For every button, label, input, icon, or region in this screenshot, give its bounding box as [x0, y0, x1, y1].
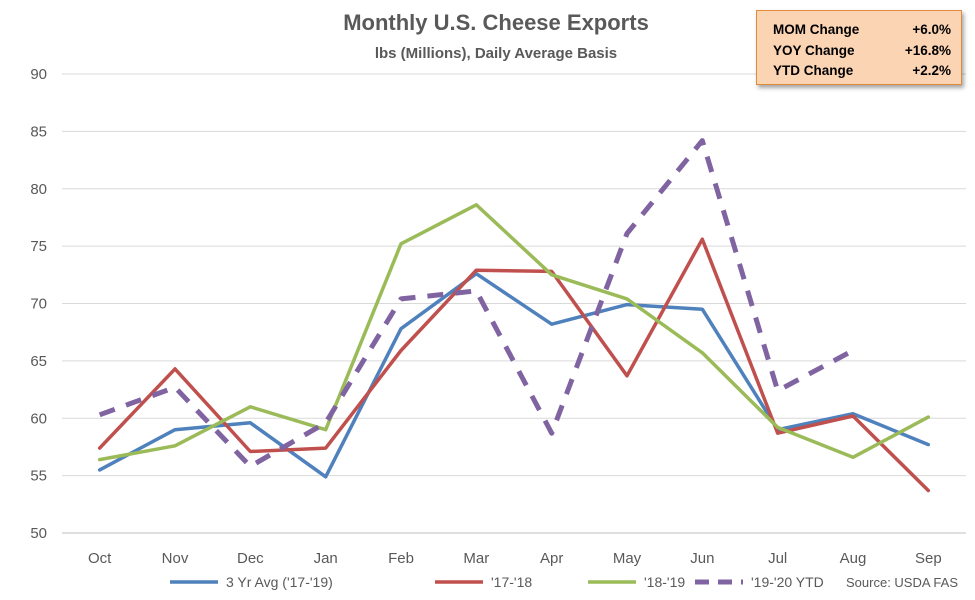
stats-row-mom: MOM Change +6.0%	[773, 20, 951, 41]
y-axis: 50 55 60 65 70 75 80 85 90	[30, 66, 47, 542]
stats-label: YOY Change	[773, 42, 855, 58]
x-tick-label: Mar	[463, 550, 489, 567]
y-tick-label: 50	[30, 525, 47, 542]
stats-label: YTD Change	[773, 63, 854, 78]
y-tick-label: 70	[30, 296, 47, 313]
chart-subtitle: lbs (Millions), Daily Average Basis	[375, 45, 617, 62]
x-tick-label: Oct	[88, 550, 112, 567]
y-tick-label: 60	[30, 410, 47, 427]
x-tick-label: Jun	[690, 550, 714, 567]
y-tick-label: 75	[30, 238, 47, 255]
y-tick-label: 65	[30, 353, 47, 370]
legend-label: '19-'20 YTD	[751, 574, 824, 590]
series-line-2	[97, 203, 931, 462]
stats-label: MOM Change	[773, 22, 860, 37]
y-tick-label: 80	[30, 181, 47, 198]
stats-value: +2.2%	[912, 63, 951, 78]
stats-box: MOM Change +6.0% YOY Change +16.8% YTD C…	[756, 10, 962, 85]
x-tick-label: Dec	[237, 550, 264, 567]
series-line-3	[98, 138, 855, 469]
series-lines	[97, 138, 931, 493]
x-tick-label: Sep	[915, 550, 942, 567]
stats-value: +16.8%	[904, 42, 951, 58]
legend-label: '17-'18	[491, 574, 532, 590]
y-tick-label: 55	[30, 468, 47, 485]
stats-row-yoy: YOY Change +16.8%	[773, 41, 951, 62]
x-tick-label: May	[613, 550, 642, 567]
stats-value: +6.0%	[912, 22, 951, 37]
x-tick-label: Aug	[840, 550, 867, 567]
legend-label: 3 Yr Avg ('17-'19)	[226, 574, 333, 590]
legend: 3 Yr Avg ('17-'19) '17-'18 '18-'19 '19-'20 …	[170, 574, 824, 590]
x-axis: Oct Nov Dec Jan Feb Mar Apr May Jun Jul Aug Sep	[88, 550, 942, 567]
source-note: Source: USDA FAS	[846, 575, 958, 590]
y-tick-label: 90	[30, 66, 47, 83]
x-tick-label: Jul	[768, 550, 787, 567]
legend-label: '18-'19	[644, 574, 685, 590]
chart-title: Monthly U.S. Cheese Exports	[343, 10, 649, 35]
x-tick-label: Jan	[314, 550, 338, 567]
series-line-0	[97, 271, 931, 479]
x-tick-label: Nov	[162, 550, 189, 567]
x-tick-label: Feb	[388, 550, 414, 567]
stats-row-ytd: YTD Change +2.2%	[773, 61, 951, 82]
series-line-1	[97, 237, 931, 493]
y-tick-label: 85	[30, 123, 47, 140]
gridlines	[62, 73, 966, 534]
x-tick-label: Apr	[540, 550, 563, 567]
